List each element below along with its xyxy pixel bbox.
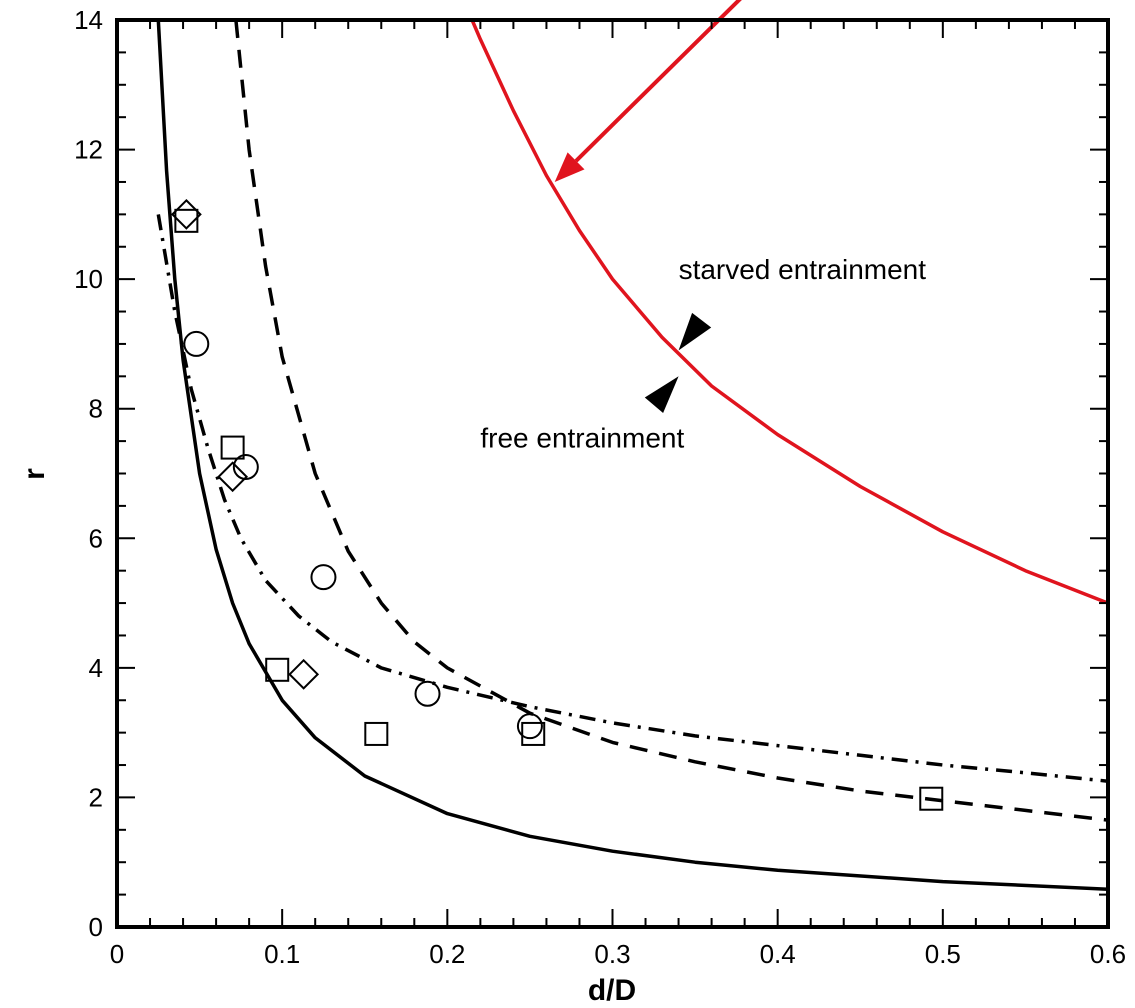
y-tick-label: 0 — [89, 912, 103, 942]
y-tick-label: 10 — [74, 264, 103, 294]
arrow-head-2 — [644, 376, 679, 413]
circle-marker — [183, 330, 210, 357]
series-line-2 — [156, 214, 1108, 783]
annotation-layer: starved entrainment free entrainment — [480, 254, 926, 453]
arrow-shaft-0 — [574, 0, 742, 163]
x-tick-label: 0.1 — [264, 939, 300, 969]
circle-marker — [232, 454, 259, 481]
ticks-layer: 0 0.1 0.2 0.3 0.4 0.5 0.6 0 2 4 6 8 10 12 14 — [74, 5, 1126, 969]
plot-frame — [115, 18, 1110, 929]
square-marker — [174, 208, 199, 233]
square-marker — [220, 435, 245, 460]
y-tick-label: 8 — [89, 394, 103, 424]
series-line-1 — [234, 19, 1108, 822]
annotation-0: starved entrainment — [679, 254, 927, 285]
series-line-0 — [156, 19, 1108, 891]
square-marker — [521, 721, 546, 746]
annotation-1: free entrainment — [480, 423, 684, 454]
lines-layer — [156, 19, 1108, 891]
x-tick-label: 0.2 — [429, 939, 465, 969]
square-marker — [919, 786, 944, 811]
diamond-marker — [170, 198, 202, 230]
y-tick-label: 14 — [74, 5, 103, 35]
arrows-layer — [554, 0, 742, 413]
y-tick-label: 6 — [89, 523, 103, 553]
y-tick-label: 2 — [89, 782, 103, 812]
y-tick-label: 4 — [89, 653, 103, 683]
x-tick-label: 0 — [110, 939, 124, 969]
circle-marker — [516, 713, 543, 740]
x-tick-label: 0.3 — [594, 939, 630, 969]
circle-marker — [310, 564, 337, 591]
y-axis-label: r — [18, 468, 51, 480]
x-tick-label: 0.6 — [1090, 939, 1126, 969]
x-tick-label: 0.4 — [760, 939, 796, 969]
diamond-marker — [288, 658, 320, 690]
arrow-head-1 — [678, 312, 712, 351]
diamond-marker — [217, 461, 249, 493]
series-line-3 — [470, 19, 1108, 605]
x-axis-label: d/D — [588, 974, 636, 1007]
y-tick-label: 12 — [74, 135, 103, 165]
circle-marker — [414, 680, 441, 707]
markers-layer — [170, 198, 944, 811]
square-marker — [364, 721, 389, 746]
x-tick-label: 0.5 — [925, 939, 961, 969]
square-marker — [265, 657, 290, 682]
arrow-head-0 — [554, 152, 585, 182]
